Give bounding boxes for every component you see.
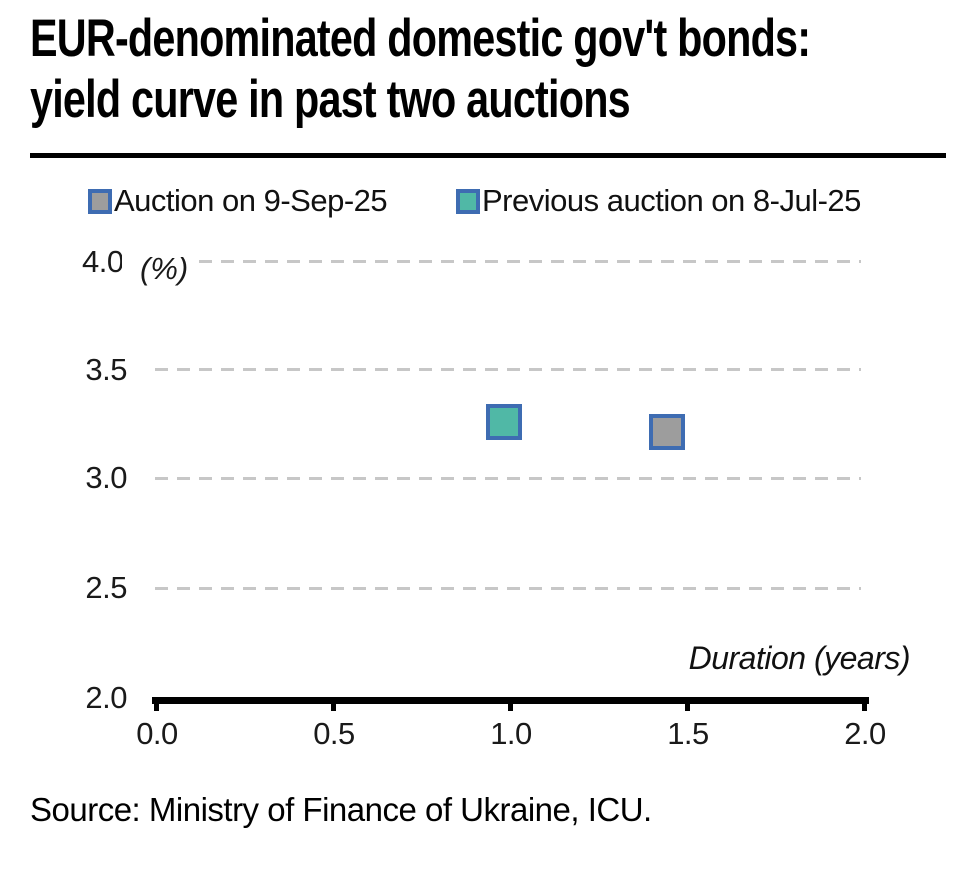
x-axis-tick: [508, 697, 513, 711]
chart-title-line2: yield curve in past two auctions: [30, 70, 631, 129]
y-tick-label: 2.0: [85, 680, 127, 715]
legend-label: Previous auction on 8-Jul-25: [482, 183, 861, 218]
legend-item-previous-auction: Previous auction on 8-Jul-25: [456, 183, 861, 218]
x-tick-label: 2.0: [844, 716, 886, 751]
x-axis-tick: [331, 697, 336, 711]
source-note: Source: Ministry of Finance of Ukraine, …: [30, 791, 652, 828]
legend-item-current-auction: Auction on 9-Sep-25: [88, 183, 388, 218]
chart-title-line1: EUR-denominated domestic gov't bonds:: [30, 9, 811, 68]
gridline-4.0: [155, 260, 861, 263]
x-axis-tick: [685, 697, 690, 711]
data-point-marker-jul-auction: [485, 403, 522, 440]
x-tick-label: 1.0: [490, 716, 532, 751]
x-tick-label: 0.5: [313, 716, 355, 751]
x-tick-label: 0.0: [136, 716, 178, 751]
x-axis-tick: [862, 697, 867, 711]
gridline-2.5: [155, 587, 861, 590]
y-tick-label: 4.0: [82, 245, 122, 279]
legend-label: Auction on 9-Sep-25: [114, 183, 388, 218]
y-tick-label: 3.0: [85, 460, 127, 495]
legend-swatch-teal-square-icon: [456, 188, 480, 214]
data-point-marker-sep-auction: [648, 414, 685, 451]
y-axis-unit-label: (%): [134, 251, 195, 287]
y-tick-label: 2.5: [85, 570, 127, 605]
x-tick-label: 1.5: [667, 716, 709, 751]
legend-swatch-gray-square-icon: [88, 188, 112, 214]
y-tick-label: 3.5: [85, 352, 127, 387]
title-divider: [30, 153, 946, 158]
chart-title: EUR-denominated domestic gov't bonds: yi…: [30, 8, 811, 130]
x-axis-title: Duration (years): [688, 640, 911, 676]
x-axis-tick: [154, 697, 159, 711]
gridline-3.5: [155, 368, 861, 371]
gridline-3.0: [155, 477, 861, 480]
